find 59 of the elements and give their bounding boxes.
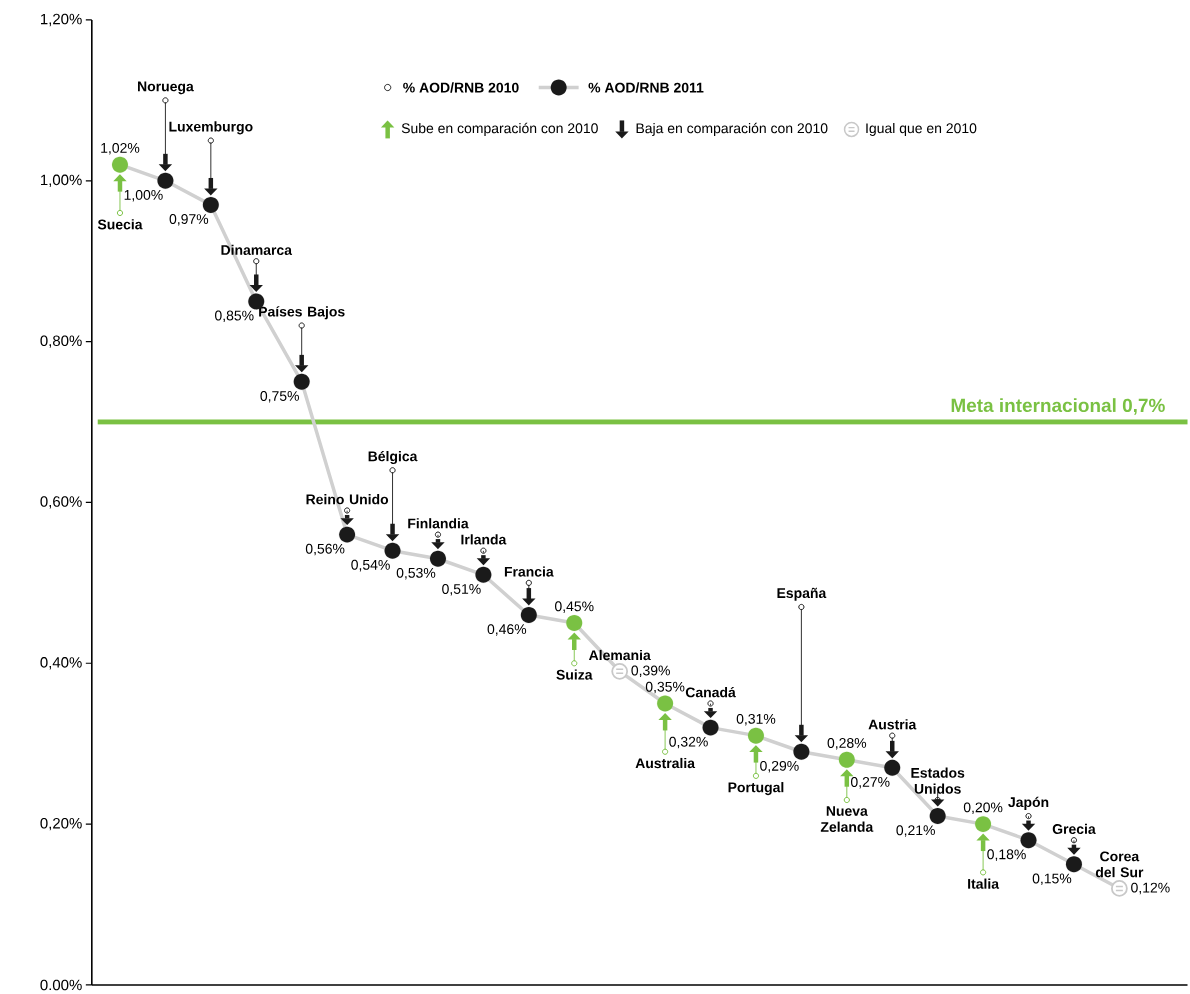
x-tick-label: Corea del Sur (1095, 851, 1144, 878)
x-tick-label: Italia (968, 878, 1000, 889)
x-tick-label: Portugal (728, 782, 784, 796)
data-label: 0,27% (850, 777, 890, 789)
legend-label: % AOD/RNB 2010 (403, 82, 519, 93)
data-label: 0,45% (554, 601, 594, 613)
x-tick-label: Irlanda (461, 534, 507, 545)
y-tick-label: 0.00% (40, 979, 82, 991)
x-tick-label: Japón (1008, 796, 1049, 810)
data-label: 0,51% (442, 584, 481, 596)
data-label: 1,00% (124, 189, 163, 202)
data-label: 0,32% (669, 736, 708, 749)
data-label: 1,02% (101, 143, 140, 155)
x-tick-label: Noruega (138, 81, 194, 95)
data-label: 0,97% (169, 214, 209, 226)
data-label: 0,46% (487, 624, 527, 636)
x-tick-label: Bélgica (368, 450, 418, 465)
legend-label: % AOD/RNB 2011 (588, 82, 704, 93)
data-label: 0,85% (215, 310, 254, 323)
x-tick-label: Nueva Zelanda (820, 806, 874, 832)
data-label: 0,29% (760, 760, 799, 773)
x-tick-label: Austria (868, 719, 917, 730)
data-label: 0,21% (896, 825, 935, 837)
x-tick-label: Finlandia (408, 518, 469, 529)
y-tick-label: 0,20% (40, 817, 82, 831)
x-tick-label: Australia (635, 757, 696, 769)
data-label: 0,75% (260, 391, 299, 403)
x-tick-label: Francia (504, 566, 554, 577)
x-tick-label: Alemania (588, 649, 651, 661)
data-label: 0,20% (963, 802, 1003, 814)
y-tick-label: 1,00% (41, 174, 82, 187)
annotation: Igual que en 2010 (866, 122, 977, 136)
x-tick-label: Suecia (97, 219, 143, 230)
y-tick-label: 1,20% (41, 13, 82, 27)
data-label: 0,31% (736, 713, 776, 726)
x-tick-label: Dinamarca (221, 244, 293, 256)
annotation: Baja en comparación con 2010 (636, 122, 828, 137)
x-tick-label: Reino Unido (306, 494, 389, 505)
data-label: 0,28% (827, 738, 867, 750)
data-label: 0,35% (645, 681, 685, 694)
x-tick-label: Canadá (685, 686, 736, 698)
y-tick-label: 0,40% (40, 657, 82, 670)
y-tick-label: 0,60% (40, 496, 82, 509)
x-tick-label: Países Bajos (259, 306, 345, 320)
x-tick-label: Estados Unidos (911, 767, 965, 794)
data-label: 0,39% (631, 665, 670, 678)
data-label: 0,53% (396, 567, 436, 580)
x-tick-label: Suiza (556, 669, 593, 680)
x-tick-label: Grecia (1052, 823, 1096, 835)
x-tick-label: España (777, 587, 827, 601)
data-label: 0,54% (351, 559, 390, 572)
x-tick-label: Luxemburgo (169, 121, 253, 135)
data-label: 0,15% (1032, 873, 1072, 886)
data-label: 0,12% (1131, 882, 1170, 895)
annotation: Sube en comparación con 2010 (401, 122, 598, 137)
data-label: 0,56% (305, 543, 345, 556)
ref-line-label: Meta internacional 0,7% (951, 398, 1165, 415)
data-label: 0,18% (987, 849, 1026, 861)
y-tick-label: 0,80% (40, 335, 82, 348)
